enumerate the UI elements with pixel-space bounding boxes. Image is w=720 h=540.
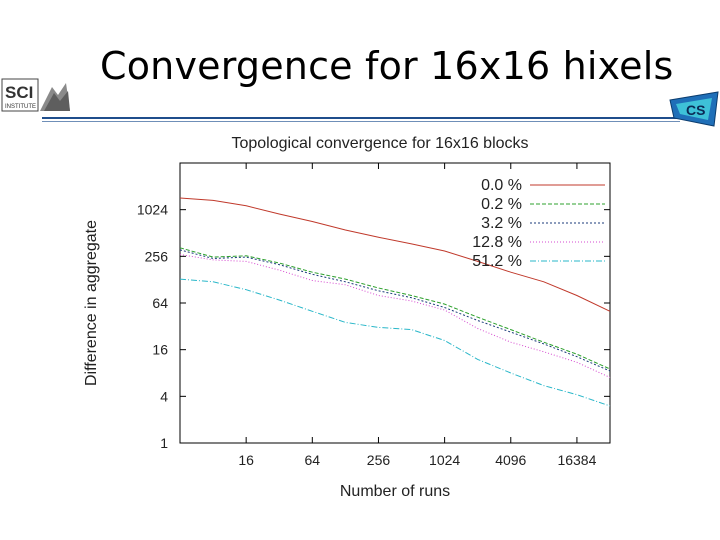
x-tick-label: 1024 bbox=[429, 452, 460, 468]
x-tick-label: 16384 bbox=[557, 452, 596, 468]
legend-label-3: 12.8 % bbox=[472, 234, 522, 251]
cs-logo-text: CS bbox=[686, 102, 705, 118]
series-line-4 bbox=[179, 278, 611, 407]
y-tick-label: 1024 bbox=[137, 202, 168, 218]
chart-title: Topological convergence for 16x16 blocks bbox=[231, 135, 528, 152]
series-line-2 bbox=[179, 249, 611, 372]
legend: 0.0 % 0.2 % 3.2 % 12.8 % 51.2 % bbox=[472, 177, 605, 270]
legend-label-4: 51.2 % bbox=[472, 253, 522, 270]
title-rule-secondary bbox=[42, 121, 680, 122]
x-tick-label: 4096 bbox=[495, 452, 526, 468]
y-tick-label: 64 bbox=[152, 295, 168, 311]
sci-logo-text: SCI bbox=[5, 83, 33, 102]
legend-label-1: 0.2 % bbox=[481, 196, 522, 213]
series-line-3 bbox=[179, 254, 611, 378]
slide-title: Convergence for 16x16 hixels bbox=[100, 44, 674, 88]
x-axis-label: Number of runs bbox=[340, 483, 450, 500]
y-axis: 1 4 16 64 256 1024 bbox=[137, 202, 610, 451]
cs-logo: CS bbox=[669, 91, 719, 127]
legend-label-0: 0.0 % bbox=[481, 177, 522, 194]
y-tick-label: 4 bbox=[160, 388, 168, 404]
series-line-1 bbox=[179, 247, 611, 370]
x-tick-label: 16 bbox=[238, 452, 254, 468]
sci-logo-subtext: INSTITUTE bbox=[5, 104, 36, 110]
series-lines bbox=[179, 197, 611, 407]
plot-frame bbox=[179, 162, 611, 444]
sci-institute-logo: SCI INSTITUTE bbox=[0, 75, 70, 115]
title-rule bbox=[42, 117, 680, 119]
y-tick-label: 1 bbox=[160, 435, 168, 451]
convergence-chart: Topological convergence for 16x16 blocks… bbox=[83, 135, 611, 500]
x-tick-label: 256 bbox=[367, 452, 391, 468]
legend-label-2: 3.2 % bbox=[481, 215, 522, 232]
series-line-0 bbox=[179, 197, 611, 312]
y-axis-label: Difference in aggregate bbox=[83, 220, 100, 386]
y-tick-label: 16 bbox=[152, 342, 168, 358]
x-axis: 16 64 256 1024 4096 16384 bbox=[238, 163, 597, 468]
y-tick-label: 256 bbox=[145, 248, 169, 264]
x-tick-label: 64 bbox=[305, 452, 321, 468]
